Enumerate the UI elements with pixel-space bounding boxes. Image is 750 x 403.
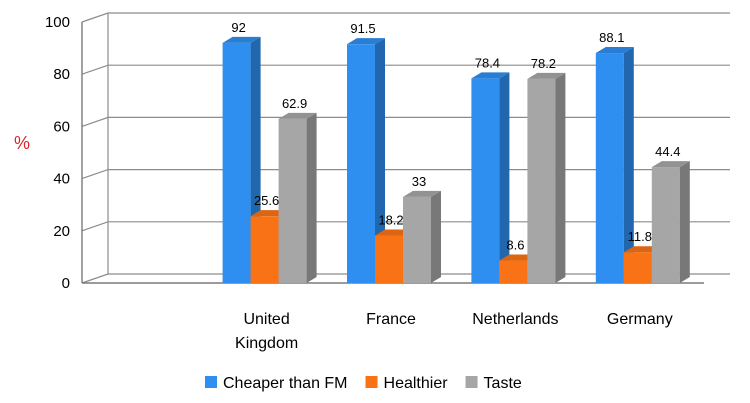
- y-tick-label: 60: [53, 118, 70, 135]
- data-label: 33: [412, 174, 426, 189]
- y-tick-label: 20: [53, 223, 70, 240]
- legend: Cheaper than FM Healthier Taste: [205, 375, 522, 392]
- bar-front: [375, 235, 403, 283]
- category-label: Germany: [607, 311, 673, 328]
- data-label: 78.2: [531, 56, 556, 71]
- category-label: Netherlands: [472, 311, 558, 328]
- bar-front: [471, 78, 500, 283]
- category-label: United: [243, 311, 289, 328]
- bar-top: [278, 112, 317, 119]
- bar-top: [651, 161, 690, 168]
- bar-top: [347, 38, 385, 45]
- bar: [595, 47, 634, 284]
- data-label: 78.4: [475, 55, 500, 70]
- bar-front: [250, 216, 279, 283]
- bar-side: [555, 72, 566, 283]
- bar-front: [499, 260, 528, 283]
- data-label: 88.1: [599, 30, 624, 45]
- data-label: 91.5: [350, 21, 375, 36]
- y-axis-label: %: [14, 133, 30, 153]
- bar-side: [375, 38, 385, 284]
- bar-side: [499, 72, 510, 283]
- data-label: 8.6: [506, 238, 524, 253]
- legend-label: Taste: [484, 375, 522, 392]
- bar-side: [306, 112, 317, 284]
- legend-label: Healthier: [384, 375, 449, 392]
- data-label: 18.2: [378, 212, 403, 227]
- data-label: 11.8: [628, 229, 652, 244]
- y-tick-label: 40: [53, 171, 70, 188]
- bar-front: [595, 53, 624, 284]
- bar: [347, 38, 385, 284]
- bar-top: [471, 72, 510, 79]
- data-label: 62.9: [282, 96, 307, 111]
- bar-front: [222, 42, 251, 283]
- bar: [403, 190, 441, 283]
- y-tick-labels: 0 20 40 60 80 100: [45, 14, 70, 292]
- data-label: 44.4: [655, 144, 680, 159]
- bar-front: [623, 252, 652, 283]
- data-label: 25.6: [254, 193, 279, 208]
- category-labels: United Kingdom France Netherlands Germany: [235, 311, 673, 352]
- bar-front: [347, 44, 375, 284]
- bar-front: [403, 196, 431, 283]
- category-label: France: [366, 311, 416, 328]
- bar-top: [595, 47, 634, 54]
- y-tick-label: 80: [53, 66, 70, 83]
- bar-side: [679, 161, 690, 283]
- bar-front: [651, 167, 680, 283]
- legend-swatch: [465, 376, 478, 388]
- gridline: [81, 221, 730, 232]
- y-tick-label: 0: [62, 275, 70, 292]
- legend-swatch: [205, 376, 217, 388]
- bar-side: [623, 47, 634, 284]
- bar-front: [527, 78, 556, 283]
- gridline: [81, 64, 730, 75]
- category-label: Kingdom: [235, 335, 298, 352]
- gridline: [81, 116, 730, 127]
- y-tick-label: 100: [45, 14, 70, 31]
- bars: [222, 36, 690, 284]
- bar-top: [403, 190, 441, 197]
- bar: [651, 161, 690, 283]
- bar: [527, 72, 566, 283]
- gridlines: [81, 12, 730, 284]
- bar-top: [527, 72, 566, 79]
- legend-label: Cheaper than FM: [223, 375, 348, 392]
- data-label: 92: [231, 20, 245, 35]
- gridline: [81, 12, 730, 23]
- gridline: [81, 169, 730, 180]
- legend-swatch: [365, 376, 378, 388]
- bar: [278, 112, 317, 284]
- bar-side: [431, 190, 441, 283]
- bar-front: [278, 118, 307, 284]
- bar: [471, 72, 510, 283]
- data-labels: 92 25.6 62.9 91.5 18.2 33 78.4 8.6 78.2 88.1 11.8 4…: [231, 20, 680, 253]
- bar-top: [222, 36, 261, 43]
